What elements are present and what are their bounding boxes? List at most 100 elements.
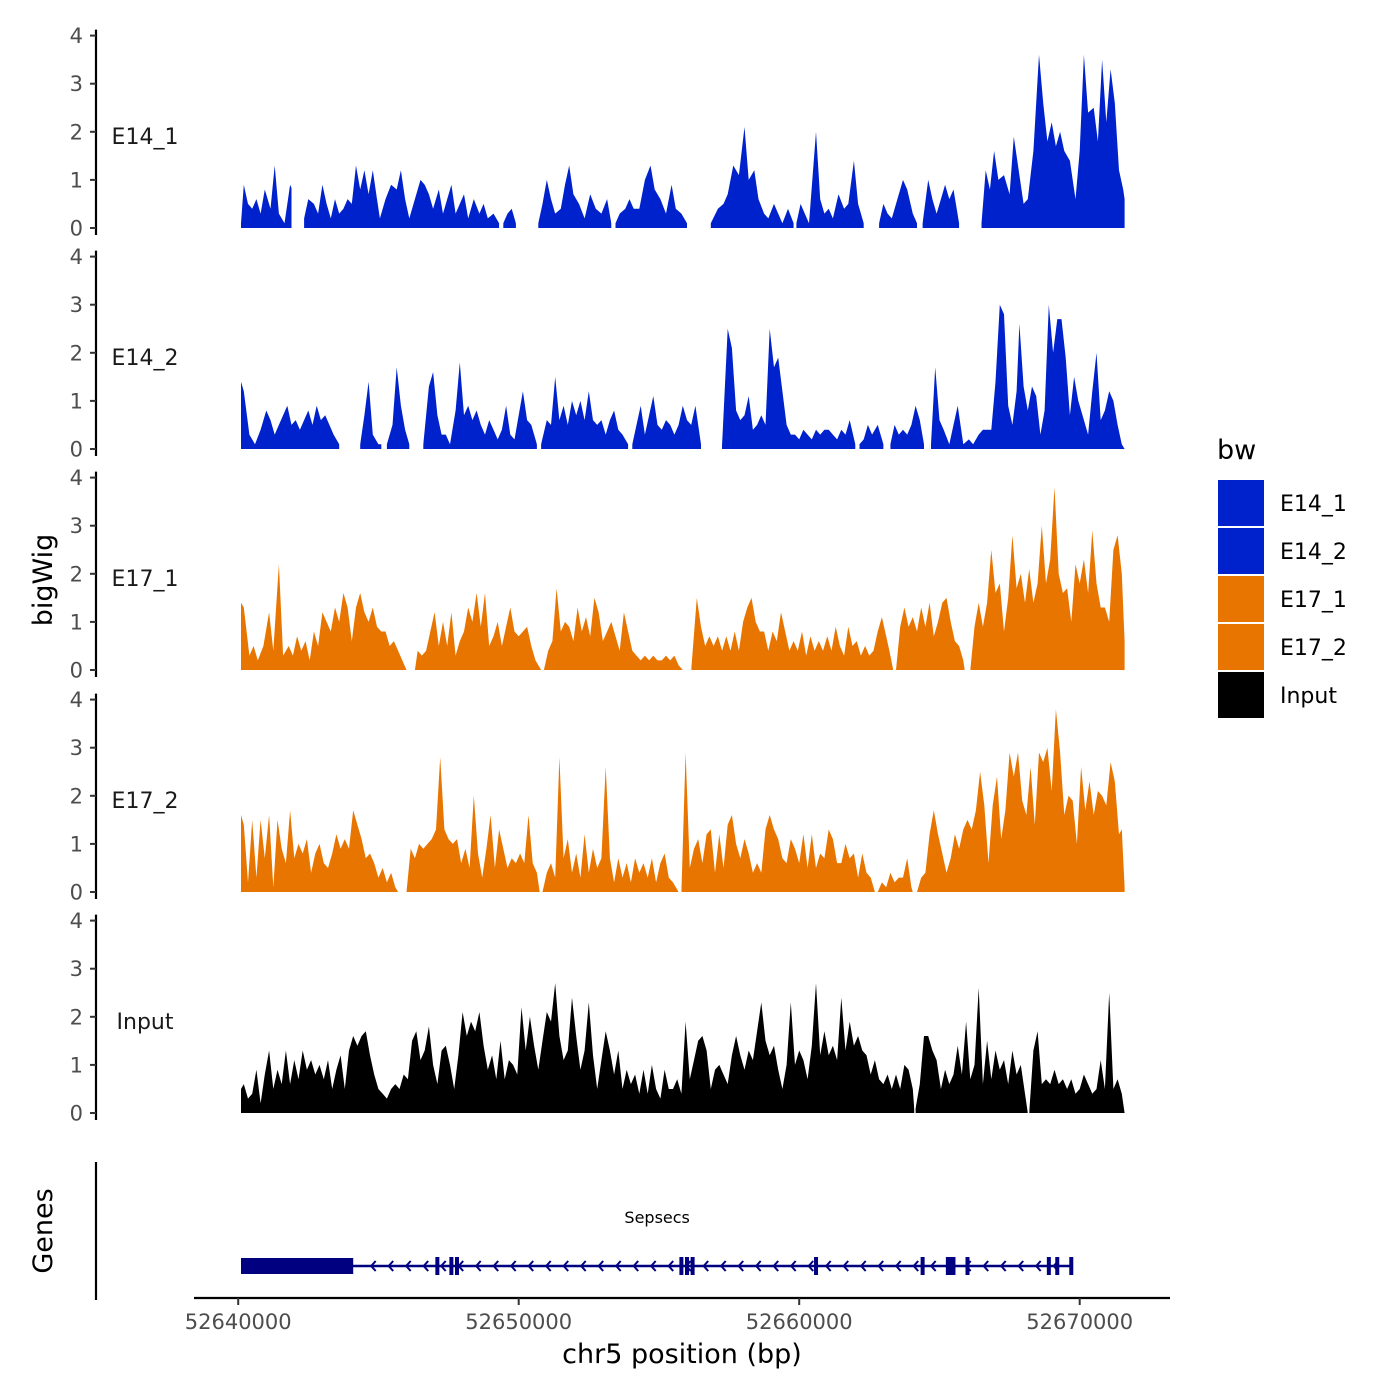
coverage-gap — [701, 246, 722, 450]
legend-swatch-e17-1 — [1218, 576, 1264, 622]
gene-exon — [690, 1257, 695, 1275]
gene-exon — [435, 1257, 440, 1275]
gene-strand-arrow — [772, 1260, 779, 1272]
genes-axis-title: Genes — [28, 1188, 59, 1273]
y-tick-label: 3 — [70, 736, 83, 760]
coverage-gap — [917, 25, 923, 230]
track-label: Input — [117, 1010, 174, 1035]
gene-exon — [1055, 1257, 1060, 1275]
gene-strand-arrow — [387, 1260, 394, 1272]
y-tick-label: 2 — [70, 562, 83, 586]
legend-swatch-input — [1218, 672, 1264, 718]
x-axis-ticks: 52640000 52650000 52660000 52670000 — [185, 1298, 1133, 1334]
gene-strand-arrow — [492, 1260, 499, 1272]
gene-strand-arrow — [404, 1260, 412, 1272]
gene-strand-arrow — [754, 1260, 762, 1272]
coverage-gap — [611, 25, 616, 230]
gene-strand-arrow — [369, 1260, 377, 1272]
y-tick-label: 1 — [70, 610, 83, 634]
x-tick-label: 52660000 — [746, 1310, 853, 1334]
gene-strand-arrow — [842, 1260, 849, 1272]
coverage-gap — [929, 246, 931, 450]
y-tick-label: 1 — [70, 168, 83, 192]
coverage-gap — [959, 25, 982, 230]
coverage-gap — [893, 467, 896, 671]
y-tick-label: 0 — [70, 217, 83, 241]
gene-strand-arrow — [422, 1260, 429, 1272]
area-e17-2 — [241, 709, 1125, 892]
coverage-gap — [539, 689, 543, 893]
gene-strand-arrow — [964, 1260, 972, 1272]
gene-strand-arrow — [632, 1260, 639, 1272]
gene-exon — [449, 1257, 454, 1275]
y-tick-label: 2 — [70, 1005, 83, 1029]
gene-strand-arrow — [859, 1260, 867, 1272]
gene-exon — [1046, 1257, 1051, 1275]
gene-exon — [951, 1257, 956, 1275]
coverage-gap — [398, 689, 407, 893]
coverage-gap — [339, 246, 361, 450]
gene-strand-arrow — [894, 1260, 902, 1272]
y-tick-label: 4 — [70, 24, 83, 48]
coverage-gap — [678, 689, 682, 893]
y-tick-label: 0 — [70, 659, 83, 683]
gene-strand-arrow — [1017, 1260, 1024, 1272]
track-e17-2: 0 1 2 3 4 E17_2 — [70, 688, 1125, 905]
y-tick-label: 1 — [70, 389, 83, 413]
coverage-gap — [541, 467, 544, 671]
gene-exon — [679, 1257, 684, 1275]
x-tick-label: 52650000 — [465, 1310, 572, 1334]
coverage-gap — [515, 25, 539, 230]
y-tick-label: 4 — [70, 909, 83, 933]
gene-exon — [1069, 1257, 1074, 1275]
coverage-gap — [409, 246, 424, 450]
track-e14-1: 0 1 2 3 4 E14_1 — [70, 24, 1125, 241]
x-tick-label: 52670000 — [1026, 1310, 1133, 1334]
y-tick-label: 2 — [70, 120, 83, 144]
coverage-gap — [682, 467, 692, 671]
gene-strand-arrow — [649, 1260, 657, 1272]
gene-strand-arrow — [667, 1260, 674, 1272]
gene-strand-arrow — [474, 1260, 482, 1272]
track-label: E14_1 — [112, 125, 179, 150]
coverage-gap — [499, 25, 504, 230]
track-label: E17_1 — [112, 567, 179, 592]
gene-strand-arrow — [912, 1260, 919, 1272]
y-axis-title: bigWig — [28, 534, 59, 627]
gene-exon — [814, 1257, 819, 1275]
track-e14-2: 0 1 2 3 4 E14_2 — [70, 245, 1125, 462]
area-e14-2 — [241, 304, 1125, 449]
y-tick-label: 1 — [70, 1053, 83, 1077]
area-input — [241, 983, 1125, 1113]
coverage-gap — [291, 25, 305, 230]
y-tick-label: 3 — [70, 293, 83, 317]
legend-title: bw — [1217, 435, 1256, 466]
tracks-group: 0 1 2 3 4 E14_1 0 1 2 3 4 E14_2 0 1 2 3 4 E17_1 0 1 2 3 4 E17_2… — [70, 24, 1125, 1126]
coverage-gap — [687, 25, 711, 230]
y-tick-label: 1 — [70, 832, 83, 856]
legend-label: E14_1 — [1280, 492, 1347, 517]
gene-strand-arrow — [789, 1260, 797, 1272]
coverage-gap — [628, 246, 633, 450]
y-tick-label: 4 — [70, 466, 83, 490]
y-tick-label: 4 — [70, 688, 83, 712]
gene-strand-arrow — [947, 1260, 954, 1272]
gene-strand-arrow — [807, 1260, 814, 1272]
gene-exon — [948, 1257, 953, 1275]
y-tick-label: 3 — [70, 514, 83, 538]
gene-strand-arrow — [614, 1260, 622, 1272]
gene-strand-arrow — [544, 1260, 552, 1272]
gene-strand-arrow — [527, 1260, 534, 1272]
x-tick-label: 52640000 — [185, 1310, 292, 1334]
legend-label: E17_2 — [1280, 636, 1347, 661]
y-tick-label: 4 — [70, 245, 83, 269]
legend-swatch-e14-1 — [1218, 480, 1264, 526]
gene-strand-arrow — [737, 1260, 744, 1272]
coverage-gap — [406, 467, 415, 671]
coverage-gap — [855, 246, 860, 450]
gene-strand-arrow — [1052, 1260, 1059, 1272]
area-e14-1 — [241, 54, 1125, 228]
gene-utr-block — [241, 1258, 354, 1274]
coverage-gap — [793, 25, 797, 230]
